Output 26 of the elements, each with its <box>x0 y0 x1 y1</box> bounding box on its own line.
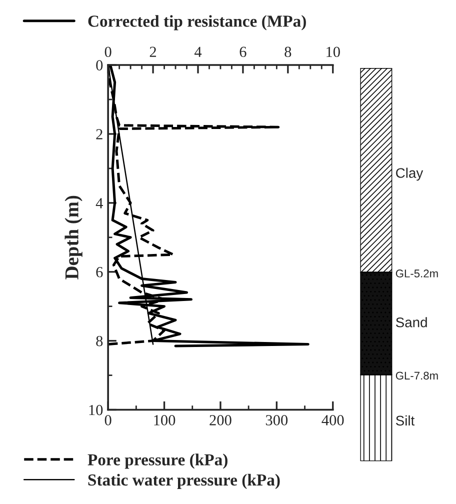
x-tick-label: 400 <box>322 415 344 426</box>
y-tick-label: 8 <box>96 336 103 346</box>
x-tick-label: 100 <box>154 415 176 426</box>
y-tick-label: 4 <box>96 198 103 208</box>
text: Clay <box>396 168 424 181</box>
y-axis-title: Depth (m) <box>64 196 82 280</box>
x2-tick-label: 10 <box>326 46 340 58</box>
x-tick-label: 200 <box>210 415 232 426</box>
y-tick-label: 0 <box>96 60 103 70</box>
x2-tick-label: 0 <box>104 46 112 58</box>
y-tick-label: 10 <box>89 404 103 416</box>
legend-label: Static water pressure (kPa) <box>88 474 280 489</box>
y-tick-label: 6 <box>96 267 103 278</box>
x2-tick-label: 4 <box>194 46 202 57</box>
x2-tick-label: 6 <box>240 46 246 58</box>
x2-tick-label: 8 <box>284 46 292 58</box>
text: Sand <box>396 317 427 328</box>
text: GL-5.2m <box>396 270 438 278</box>
text: GL-7.8m <box>396 372 438 380</box>
legend-label: Pore pressure (kPa) <box>88 454 228 469</box>
text: Silt <box>396 415 415 426</box>
x-tick-label: 300 <box>266 415 288 426</box>
legend-label: Corrected tip resistance (MPa) <box>88 15 306 30</box>
x2-tick-label: 2 <box>150 46 156 57</box>
x-tick-label: 0 <box>104 415 112 426</box>
y-tick-label: 2 <box>96 129 102 140</box>
